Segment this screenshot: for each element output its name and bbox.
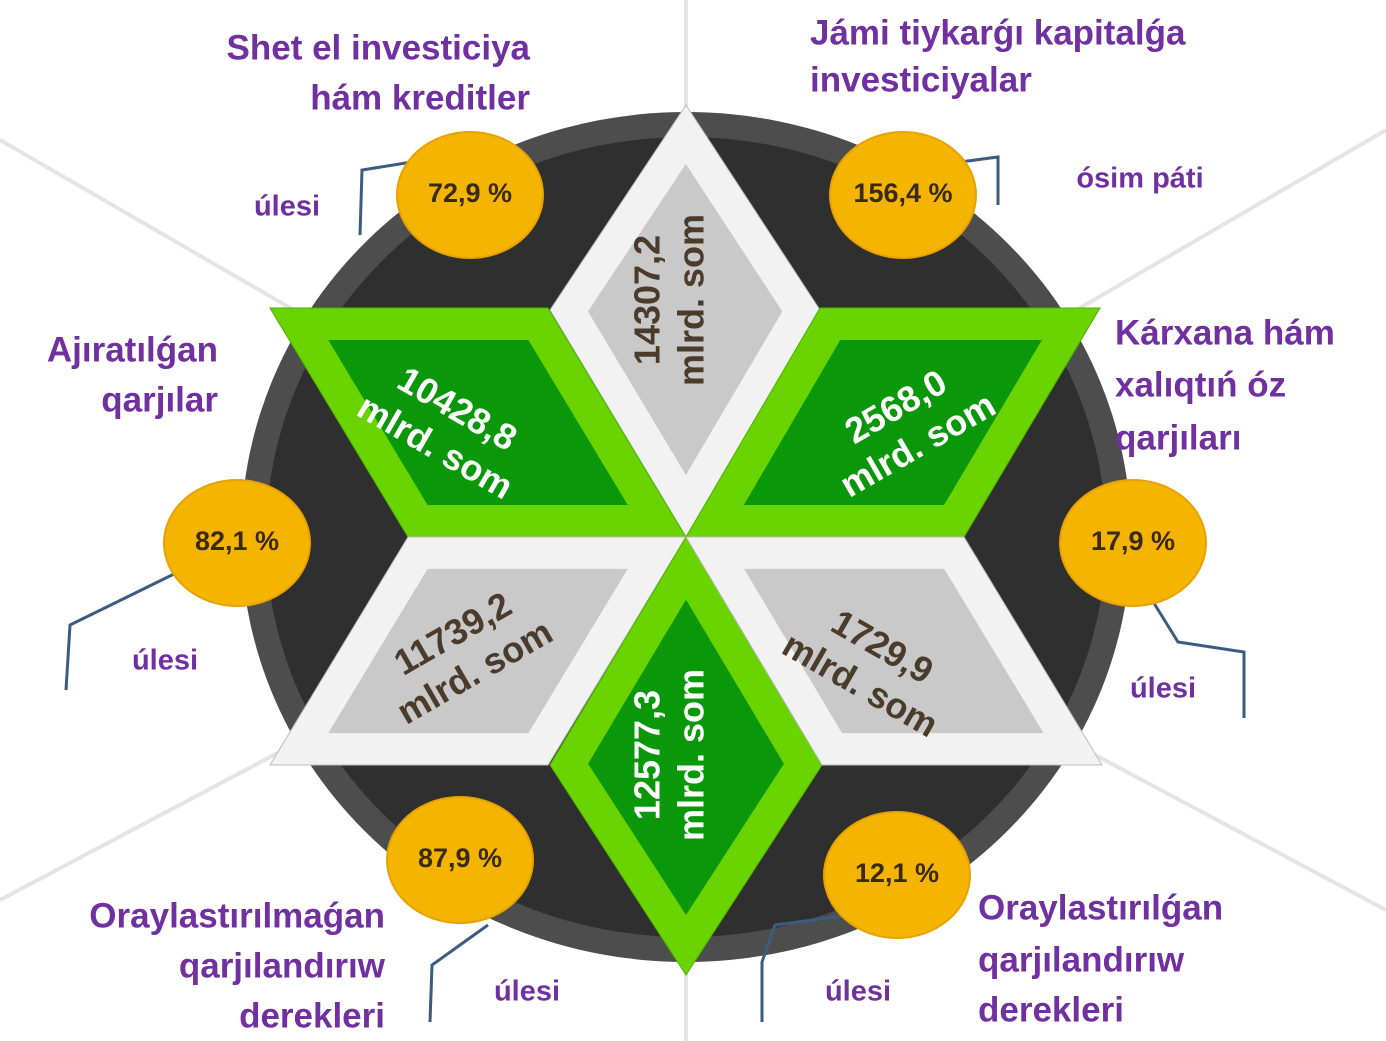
section-title: Kárxana hám bbox=[1115, 313, 1335, 352]
section-title: qarjılandırıw bbox=[179, 946, 386, 985]
rhombus-face bbox=[744, 568, 1044, 734]
badge-text: 87,9 % bbox=[418, 843, 502, 873]
badge-circle bbox=[386, 796, 534, 924]
badge-label: ósim páti bbox=[1076, 163, 1203, 195]
section-title: qarjıları bbox=[1115, 418, 1241, 457]
badge-text: 72,9 % bbox=[428, 178, 512, 208]
section-title: xalıqtıń óz bbox=[1115, 365, 1286, 404]
badge-circle bbox=[823, 811, 971, 939]
section-title: investiciyalar bbox=[810, 60, 1032, 99]
section-title: Oraylastırılmaǵan bbox=[89, 896, 385, 935]
badge-text: 17,9 % bbox=[1091, 526, 1175, 556]
value-line: 12577,3 bbox=[627, 690, 668, 820]
section-title: qarjılandırıw bbox=[978, 940, 1185, 979]
rhombus-face bbox=[328, 568, 628, 734]
value-label: 12577,3 mlrd. som bbox=[627, 669, 712, 841]
section-title: Jámi tiykarǵı kapitalǵa bbox=[810, 13, 1186, 52]
badge-label: úlesi bbox=[254, 191, 320, 223]
badge-label: úlesi bbox=[1130, 673, 1196, 705]
rhombus-face bbox=[587, 163, 783, 475]
value-label: 14307,2 mlrd. som bbox=[627, 214, 712, 386]
rhombus-face bbox=[328, 340, 628, 505]
value-line: mlrd. som bbox=[671, 669, 712, 841]
section-title: Ajıratılǵan bbox=[47, 330, 218, 369]
section-title: Shet el investiciya bbox=[227, 28, 531, 67]
rhombus-face bbox=[588, 599, 784, 915]
badge-circle bbox=[1059, 479, 1207, 607]
badge-text: 82,1 % bbox=[195, 526, 279, 556]
section-title: derekleri bbox=[978, 990, 1124, 1029]
value-line: mlrd. som bbox=[671, 214, 712, 386]
badge-label: úlesi bbox=[825, 976, 891, 1008]
badge-circle bbox=[163, 479, 311, 607]
badge-circle bbox=[829, 131, 977, 259]
badge-label: úlesi bbox=[494, 976, 560, 1008]
connectors bbox=[64, 155, 1246, 1023]
section-title: qarjılar bbox=[101, 380, 218, 419]
section-title: Oraylastırılǵan bbox=[978, 888, 1223, 927]
badge-label: úlesi bbox=[132, 645, 198, 677]
value-line: 14307,2 bbox=[627, 235, 668, 365]
badge-circle bbox=[396, 131, 544, 259]
section-title: derekleri bbox=[239, 996, 385, 1035]
badge-text: 156,4 % bbox=[853, 178, 952, 208]
badge-text: 12,1 % bbox=[855, 858, 939, 888]
rhombus-face bbox=[743, 340, 1042, 505]
section-title: hám kreditler bbox=[310, 78, 530, 117]
